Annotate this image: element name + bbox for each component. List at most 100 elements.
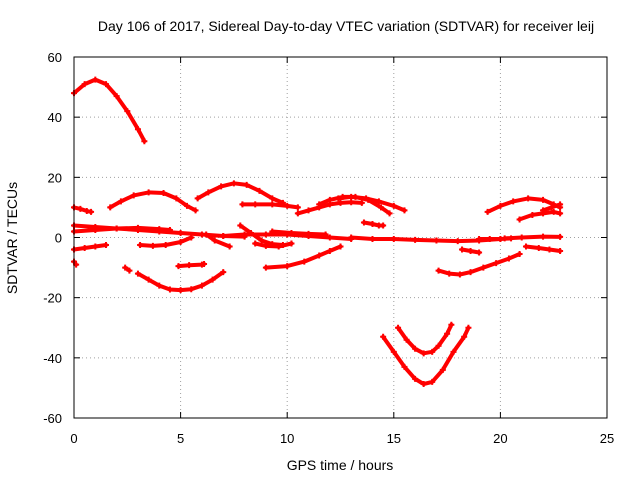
series-arc-10 [137, 234, 195, 249]
series-arc-3 [71, 242, 109, 253]
series-arc-1 [71, 76, 148, 145]
data-point [505, 255, 512, 262]
series-arc-28 [459, 246, 483, 256]
data-point [252, 240, 259, 247]
data-point [130, 192, 137, 199]
data-point [137, 242, 144, 249]
data-point [476, 249, 483, 256]
data-point [390, 202, 397, 209]
data-point [450, 348, 457, 355]
data-point [403, 336, 410, 343]
data-point [395, 324, 402, 331]
data-point [81, 81, 88, 88]
data-point [141, 138, 148, 145]
y-tick-label: 20 [48, 170, 62, 185]
data-point [548, 204, 555, 211]
data-point [461, 333, 468, 340]
data-point [175, 263, 182, 270]
data-point [358, 199, 365, 206]
data-point [401, 363, 408, 370]
data-point [546, 246, 553, 253]
data-point [497, 202, 504, 209]
data-point [412, 236, 419, 243]
data-point [348, 234, 355, 241]
data-point [444, 330, 451, 337]
data-point [516, 216, 523, 223]
data-point [183, 202, 190, 209]
data-point [465, 324, 472, 331]
series-layer [71, 76, 564, 388]
series-line [502, 234, 563, 241]
data-point [360, 219, 367, 226]
series-arc-32 [516, 208, 564, 223]
series-arc-15 [239, 201, 301, 211]
data-point [557, 210, 564, 217]
series-arc-11 [175, 260, 208, 270]
series-line [270, 229, 328, 237]
data-point [262, 264, 269, 271]
data-point [88, 208, 95, 215]
data-point [262, 231, 269, 238]
data-point [516, 251, 523, 258]
data-point [335, 195, 342, 202]
x-axis-label: GPS time / hours [287, 457, 394, 473]
data-point [390, 236, 397, 243]
x-tick-label: 20 [493, 431, 507, 446]
data-point [230, 180, 237, 187]
data-point [435, 342, 442, 349]
data-point [467, 248, 474, 255]
y-tick-label: -40 [43, 351, 62, 366]
data-point [262, 242, 269, 249]
data-point [369, 236, 376, 243]
data-point [211, 237, 218, 244]
data-point [348, 199, 355, 206]
series-line [436, 252, 522, 277]
data-point [386, 210, 393, 217]
data-point [518, 234, 525, 241]
series-arc-26 [395, 321, 455, 357]
data-point [156, 226, 163, 233]
data-point [378, 204, 385, 211]
series-line [524, 244, 563, 253]
data-point [525, 195, 532, 202]
data-point [305, 230, 312, 237]
data-point [149, 242, 156, 249]
data-point [550, 208, 557, 215]
data-point [326, 248, 333, 255]
data-point [124, 108, 131, 115]
data-point [113, 225, 120, 232]
data-point [269, 228, 276, 235]
data-point [529, 211, 536, 218]
data-point [201, 260, 208, 267]
data-point [522, 243, 529, 250]
series-arc-4 [71, 258, 80, 268]
x-tick-label: 5 [177, 431, 184, 446]
x-tick-label: 25 [600, 431, 614, 446]
data-point [209, 276, 216, 283]
data-point [134, 270, 141, 277]
data-point [198, 282, 205, 289]
data-point [122, 264, 129, 271]
data-point [177, 287, 184, 294]
data-point [337, 243, 344, 250]
series-arc-6 [107, 189, 199, 214]
data-point [203, 231, 210, 238]
data-point [107, 204, 114, 211]
series-line [253, 241, 294, 249]
series-arc-8 [122, 264, 133, 274]
data-point [557, 248, 564, 255]
series-arc-30 [484, 195, 564, 215]
data-point [275, 243, 282, 250]
data-point [454, 238, 461, 245]
data-point [301, 258, 308, 265]
series-arc-34 [540, 201, 564, 214]
data-point [166, 286, 173, 293]
data-point [145, 276, 152, 283]
data-point [486, 236, 493, 243]
data-point [501, 235, 508, 242]
data-point [177, 239, 184, 246]
data-point [294, 210, 301, 217]
data-point [162, 242, 169, 249]
data-point [256, 187, 263, 194]
